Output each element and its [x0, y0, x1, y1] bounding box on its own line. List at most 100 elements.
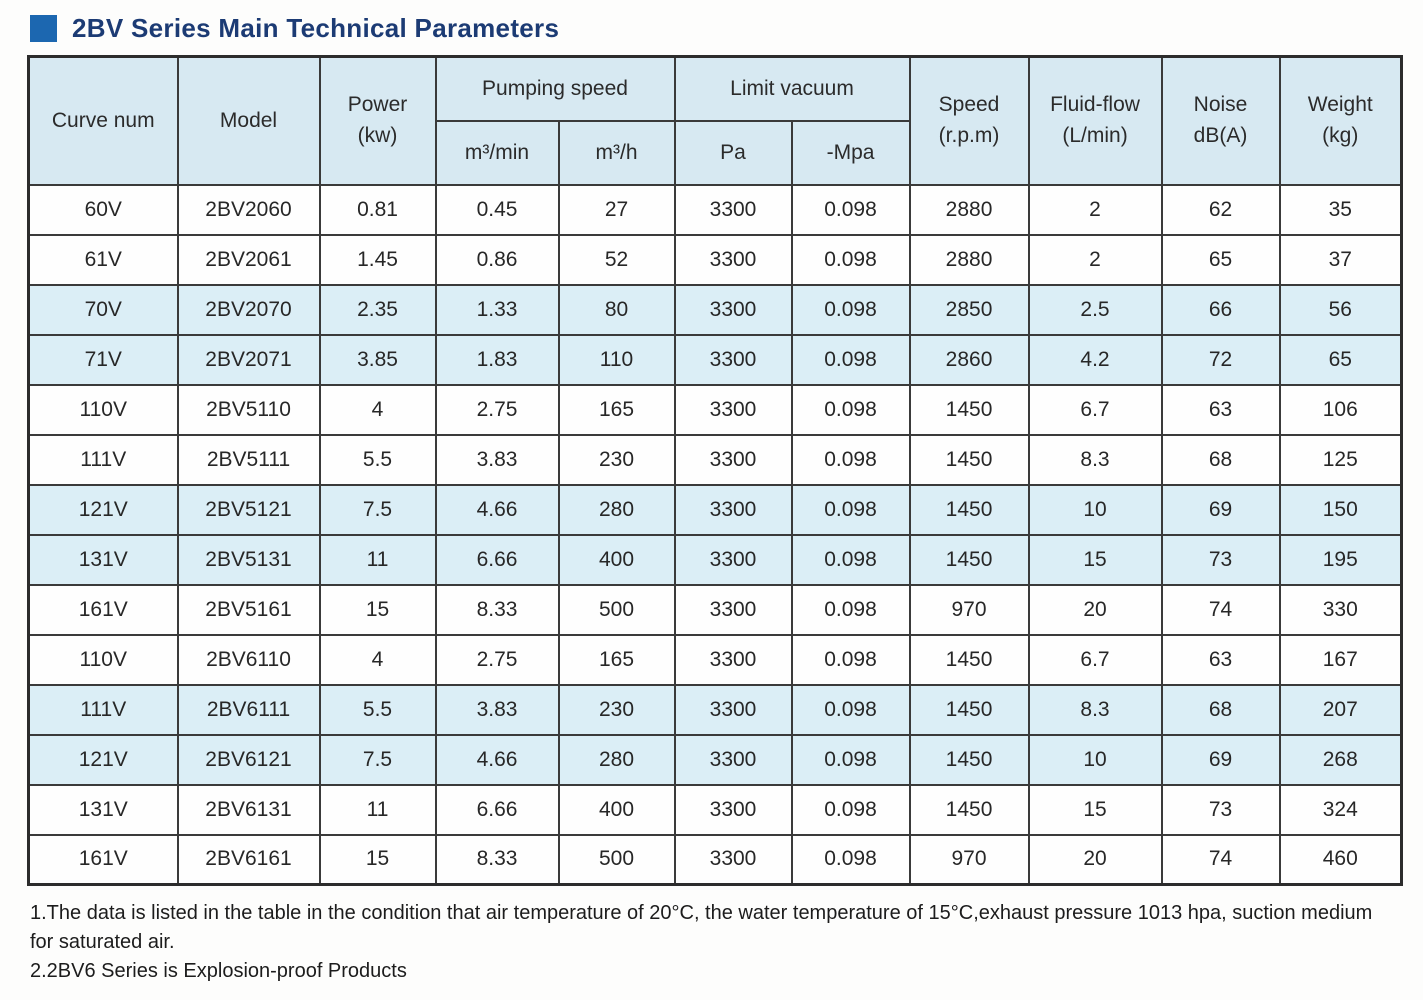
table-cell: 2BV5110 [176, 383, 321, 436]
table-cell: 0.098 [790, 283, 911, 336]
table-cell: 4.66 [434, 733, 560, 786]
table-cell: 2860 [908, 333, 1030, 386]
table-cell: 0.098 [790, 683, 911, 736]
table-cell: 1.45 [318, 233, 437, 286]
table-cell: 4.66 [434, 483, 560, 536]
table-cell: 74 [1160, 583, 1281, 636]
table-cell: 324 [1278, 783, 1403, 836]
table-row: 121V 2BV6121 7.5 4.66 280 3300 0.098 1450 10 69 26… [27, 733, 1403, 786]
header-speed: Speed (r.p.m) [908, 55, 1030, 186]
table-row: 70V 2BV2070 2.35 1.33 80 3300 0.098 2850 2.5 66 56 [27, 283, 1403, 336]
table-cell: 2BV5121 [176, 483, 321, 536]
table-cell: 2BV5111 [176, 433, 321, 486]
table-cell: 3.83 [434, 433, 560, 486]
table-cell: 3300 [673, 783, 793, 836]
table-cell: 121V [27, 483, 179, 536]
note-line-1: 1.The data is listed in the table in the… [30, 902, 1373, 953]
table-cell: 3300 [673, 833, 793, 886]
table-cell: 6.66 [434, 783, 560, 836]
table-cell: 3300 [673, 683, 793, 736]
table-cell: 0.45 [434, 183, 560, 236]
table-row: 111V 2BV6111 5.5 3.83 230 3300 0.098 1450 8.3 68 2… [27, 683, 1403, 736]
table-cell: 52 [557, 233, 676, 286]
table-cell: 3300 [673, 233, 793, 286]
table-cell: 195 [1278, 533, 1403, 586]
table-cell: 1.83 [434, 333, 560, 386]
table-cell: 70V [27, 283, 179, 336]
technical-parameters-table: Curve num Model Power (kw) Pumping speed… [27, 55, 1404, 886]
table-cell: 0.098 [790, 583, 911, 636]
table-cell: 0.098 [790, 383, 911, 436]
table-cell: 15 [1027, 783, 1163, 836]
page-title: 2BV Series Main Technical Parameters [72, 13, 560, 43]
table-cell: 62 [1160, 183, 1281, 236]
table-cell: 0.098 [790, 633, 911, 686]
table-cell: 2880 [908, 183, 1030, 236]
table-cell: 500 [557, 583, 676, 636]
table-cell: 2BV2071 [176, 333, 321, 386]
table-cell: 230 [557, 433, 676, 486]
table-cell: 3300 [673, 283, 793, 336]
table-cell: 65 [1160, 233, 1281, 286]
table-cell: 280 [557, 733, 676, 786]
table-cell: 69 [1160, 733, 1281, 786]
table-cell: 970 [908, 583, 1030, 636]
table-cell: 165 [557, 383, 676, 436]
table-cell: 20 [1027, 583, 1163, 636]
table-cell: 2BV6110 [176, 633, 321, 686]
table-row: 121V 2BV5121 7.5 4.66 280 3300 0.098 1450 10 69 15… [27, 483, 1403, 536]
table-cell: 8.33 [434, 583, 560, 636]
table-cell: 2880 [908, 233, 1030, 286]
table-cell: 400 [557, 533, 676, 586]
table-cell: 10 [1027, 733, 1163, 786]
table-cell: 0.098 [790, 483, 911, 536]
table-cell: 0.81 [318, 183, 437, 236]
page-header: 2BV Series Main Technical Parameters [30, 13, 1423, 44]
table-cell: 6.7 [1027, 633, 1163, 686]
table-cell: 8.33 [434, 833, 560, 886]
header-fluid-flow: Fluid-flow (L/min) [1027, 55, 1163, 186]
header-m3h: m³/h [557, 119, 676, 186]
footnotes: 1.The data is listed in the table in the… [30, 899, 1393, 986]
table-cell: 0.098 [790, 783, 911, 836]
table-cell: 0.098 [790, 833, 911, 886]
header-m3min: m³/min [434, 119, 560, 186]
table-row: 60V 2BV2060 0.81 0.45 27 3300 0.098 2880 2 62 35 [27, 183, 1403, 236]
table-cell: 121V [27, 733, 179, 786]
table-cell: 1450 [908, 483, 1030, 536]
table-cell: 0.098 [790, 233, 911, 286]
table-cell: 167 [1278, 633, 1403, 686]
table-cell: 2 [1027, 233, 1163, 286]
header-curve-num: Curve num [27, 55, 179, 186]
table-cell: 330 [1278, 583, 1403, 636]
table-cell: 207 [1278, 683, 1403, 736]
table-row: 161V 2BV5161 15 8.33 500 3300 0.098 970 20 74 330 [27, 583, 1403, 636]
header-noise: Noise dB(A) [1160, 55, 1281, 186]
header-pumping-speed: Pumping speed [434, 55, 676, 122]
table-cell: 2.35 [318, 283, 437, 336]
table-cell: 10 [1027, 483, 1163, 536]
table-cell: 3300 [673, 333, 793, 386]
table-cell: 66 [1160, 283, 1281, 336]
table-cell: 0.86 [434, 233, 560, 286]
table-cell: 2.5 [1027, 283, 1163, 336]
table-cell: 73 [1160, 783, 1281, 836]
table-cell: 61V [27, 233, 179, 286]
table-cell: 63 [1160, 383, 1281, 436]
table-cell: 106 [1278, 383, 1403, 436]
table-cell: 500 [557, 833, 676, 886]
table-row: 111V 2BV5111 5.5 3.83 230 3300 0.098 1450 8.3 68 1… [27, 433, 1403, 486]
table-cell: 7.5 [318, 483, 437, 536]
table-cell: 3300 [673, 433, 793, 486]
table-cell: 970 [908, 833, 1030, 886]
header-weight: Weight (kg) [1278, 55, 1403, 186]
table-cell: 3300 [673, 733, 793, 786]
header-model: Model [176, 55, 321, 186]
table-cell: 35 [1278, 183, 1403, 236]
table-cell: 2BV6131 [176, 783, 321, 836]
table-cell: 80 [557, 283, 676, 336]
table-cell: 8.3 [1027, 433, 1163, 486]
table-cell: 6.7 [1027, 383, 1163, 436]
table-cell: 1450 [908, 683, 1030, 736]
table-cell: 3300 [673, 483, 793, 536]
